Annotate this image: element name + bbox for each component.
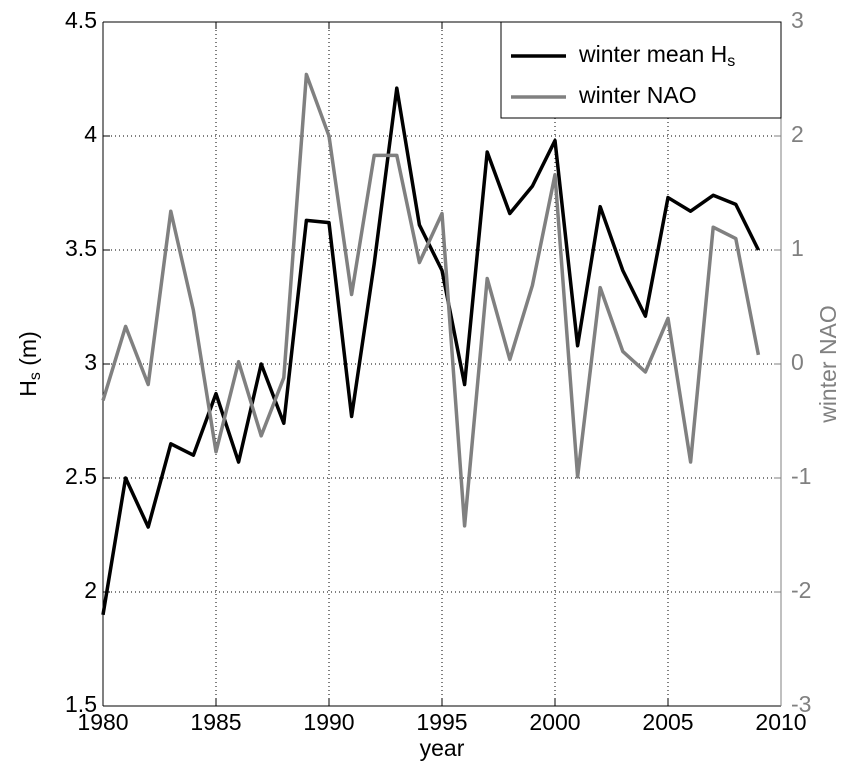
y2-tick-label: 0 [791,349,804,375]
y2-tick-label: -3 [791,691,811,717]
y2-tick-label: 1 [791,235,804,261]
x-tick-label: 2010 [755,709,806,735]
y-axis-label: Hs (m) [15,331,44,397]
x-tick-label: 1990 [303,709,354,735]
y-tick-label: 4.5 [65,7,97,33]
x-tick-label: 1980 [77,709,128,735]
legend-box [500,21,782,119]
y-tick-label: 2.5 [65,463,97,489]
y-tick-label: 2 [84,577,97,603]
y2-tick-label: -2 [791,577,811,603]
y2-tick-label: 2 [791,121,804,147]
y-tick-label: 4 [84,121,97,147]
x-tick-label: 1985 [190,709,241,735]
y-tick-label: 1.5 [65,691,97,717]
y2-tick-label: 3 [791,7,804,33]
y2-tick-label: -1 [791,463,811,489]
x-tick-label: 2000 [529,709,580,735]
legend-label: winter mean Hs [578,41,735,70]
x-axis-label: year [420,735,465,761]
data-line [101,72,761,528]
y2-axis-label: winter NAO [815,305,841,424]
data-line [101,86,760,616]
x-tick-label: 1995 [416,709,467,735]
y-tick-label: 3.5 [65,235,97,261]
x-tick-label: 2005 [642,709,693,735]
y-tick-label: 3 [84,349,97,375]
legend-label: winter NAO [578,82,697,108]
